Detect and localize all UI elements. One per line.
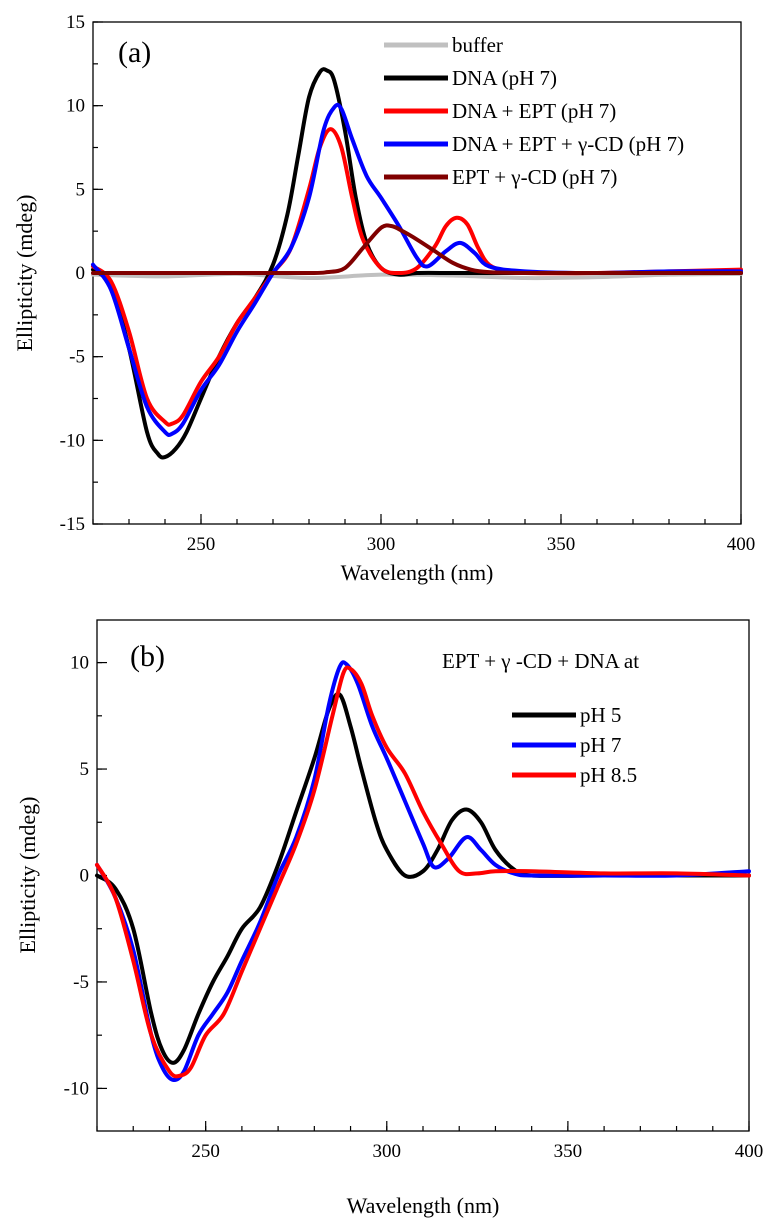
y-tick-label: -10 <box>64 1078 89 1099</box>
y-axis-title: Ellipticity (mdeg) <box>12 194 37 351</box>
x-axis-title: Wavelength (nm) <box>341 560 494 585</box>
x-axis-title: Wavelength (nm) <box>347 1193 500 1218</box>
legend-label-ph5: pH 5 <box>580 703 621 727</box>
y-tick-label: -5 <box>73 972 89 993</box>
y-tick-label: 5 <box>80 759 90 780</box>
x-tick-label: 350 <box>547 534 576 555</box>
legend-label-dna-ept: DNA + EPT (pH 7) <box>452 99 616 123</box>
y-tick-label: -5 <box>69 347 85 368</box>
x-tick-label: 250 <box>191 1141 220 1162</box>
legend-label-ept-cd: EPT + γ-CD (pH 7) <box>452 165 617 189</box>
legend-label-dna-ept-cd: DNA + EPT + γ-CD (pH 7) <box>452 132 684 156</box>
x-tick-label: 300 <box>367 534 396 555</box>
series-line-ph-7 <box>95 660 751 1083</box>
panel-label: (a) <box>118 36 151 69</box>
legend-label-buffer: buffer <box>452 33 503 57</box>
x-tick-label: 300 <box>373 1141 402 1162</box>
y-tick-label: 0 <box>80 866 90 887</box>
series-line-ept-cd-ph-7 <box>91 223 743 276</box>
y-axis-title: Ellipticity (mdeg) <box>15 796 40 953</box>
chart-panel-a: 250 300 350 400 -15 -10 -5 0 5 10 15 (a) buffer DN… <box>12 12 755 585</box>
legend-label-ph85: pH 8.5 <box>580 763 637 787</box>
y-tick-label: 10 <box>66 96 85 117</box>
y-tick-label: 15 <box>66 12 85 33</box>
chart-panel-b: 250 300 350 400 -10 -5 0 5 10 (b) EPT + γ -CD + … <box>15 619 764 1218</box>
y-tick-label: -10 <box>60 430 85 451</box>
legend-title: EPT + γ -CD + DNA at <box>442 649 639 673</box>
series-lines <box>91 67 743 460</box>
axis-ticks: 250 300 350 400 -10 -5 0 5 10 <box>64 653 764 1162</box>
legend: EPT + γ -CD + DNA at pH 5 pH 7 pH 8.5 <box>442 649 639 787</box>
series-line-ph-5 <box>95 691 751 1065</box>
x-tick-label: 400 <box>735 1141 764 1162</box>
axis-ticks: 250 300 350 400 -15 -10 -5 0 5 10 15 <box>60 12 756 555</box>
y-tick-label: 0 <box>76 263 86 284</box>
x-tick-label: 250 <box>187 534 216 555</box>
y-tick-label: 10 <box>70 653 89 674</box>
panel-label: (b) <box>130 640 165 673</box>
y-tick-label: -15 <box>60 514 85 535</box>
x-tick-label: 350 <box>554 1141 583 1162</box>
series-line-dna-ph-7 <box>91 67 743 460</box>
series-line-dna-ept-cd-ph-7 <box>91 102 743 437</box>
legend: buffer DNA (pH 7) DNA + EPT (pH 7) DNA +… <box>384 33 684 189</box>
series-lines <box>95 660 751 1083</box>
series-line-ph-8-5 <box>95 665 751 1079</box>
legend-label-ph7: pH 7 <box>580 733 621 757</box>
y-tick-label: 5 <box>76 179 86 200</box>
x-tick-label: 400 <box>727 534 756 555</box>
legend-label-dna: DNA (pH 7) <box>452 66 557 90</box>
